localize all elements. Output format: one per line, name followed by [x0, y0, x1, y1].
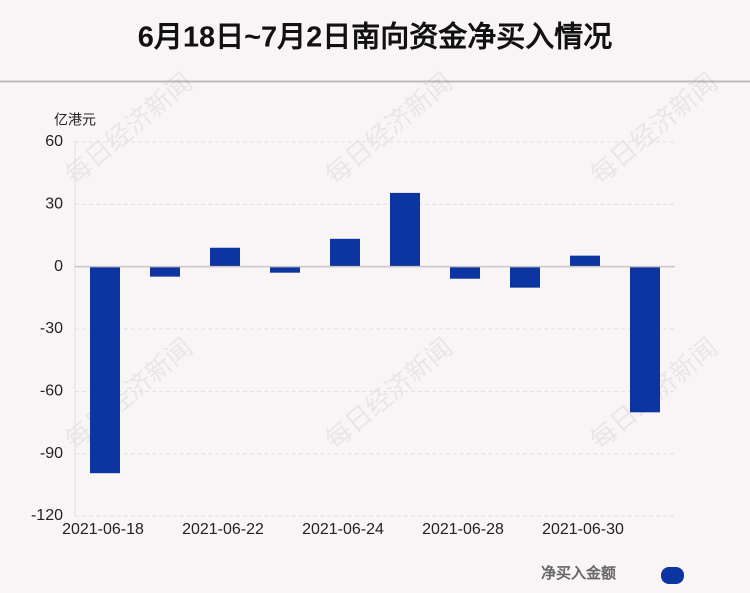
y-tick-label: -120 — [31, 507, 63, 524]
bar — [330, 238, 360, 267]
bar — [270, 266, 300, 273]
bar — [630, 266, 660, 413]
y-tick-label: -30 — [40, 320, 63, 337]
bar — [570, 255, 600, 267]
chart-title: 6月18日~7月2日南向资金净买入情况 — [138, 20, 613, 54]
x-tick-label: 2021-06-30 — [542, 521, 624, 538]
y-tick-label: 60 — [45, 133, 63, 150]
bar — [450, 266, 480, 279]
y-tick-label: -90 — [40, 445, 63, 462]
bar — [390, 192, 420, 267]
bar — [150, 266, 180, 277]
x-tick-label: 2021-06-24 — [302, 521, 384, 538]
bar — [510, 266, 540, 288]
y-axis-unit: 亿港元 — [54, 112, 96, 128]
y-tick-label: 30 — [45, 196, 63, 213]
x-tick-label: 2021-06-22 — [182, 521, 264, 538]
y-tick-label: 0 — [54, 258, 63, 275]
x-tick-label: 2021-06-18 — [62, 521, 144, 538]
legend-swatch — [661, 567, 684, 584]
y-tick-label: -60 — [40, 383, 63, 400]
legend-label: 净买入金额 — [541, 564, 616, 582]
bar — [210, 247, 240, 267]
x-tick-label: 2021-06-28 — [422, 521, 504, 538]
bar — [90, 266, 120, 474]
